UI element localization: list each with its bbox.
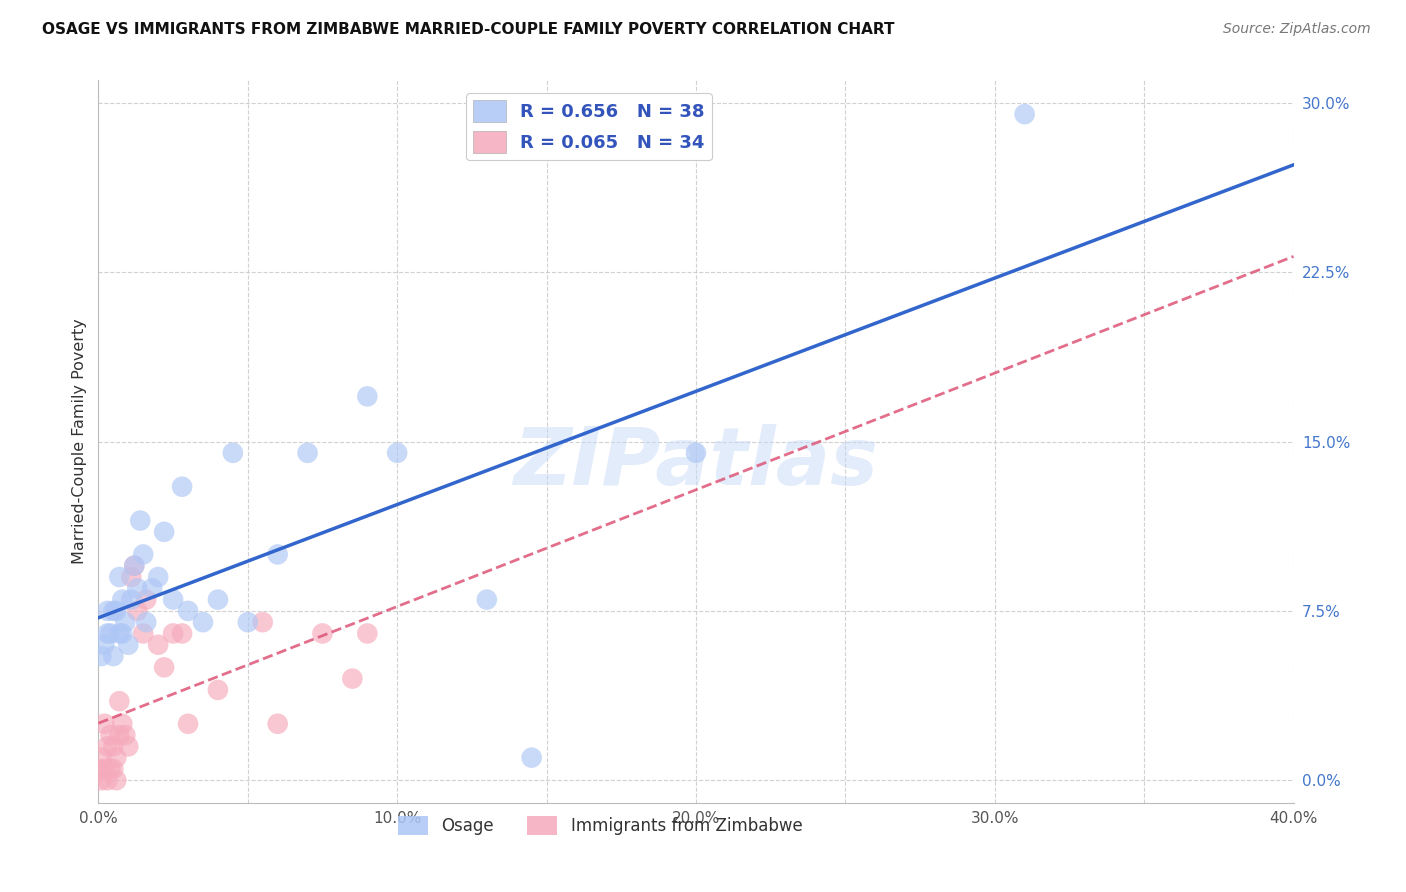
Point xyxy=(103,648,125,663)
Point xyxy=(103,604,125,618)
Point xyxy=(90,750,112,764)
Point xyxy=(177,604,200,618)
Point xyxy=(108,626,131,640)
Point xyxy=(148,638,170,652)
Point xyxy=(98,626,122,640)
Point xyxy=(108,570,131,584)
Point xyxy=(114,615,136,630)
Point xyxy=(124,558,146,573)
Point xyxy=(96,739,118,754)
Point xyxy=(135,615,157,630)
Point xyxy=(127,582,149,596)
Point xyxy=(108,728,131,742)
Point xyxy=(236,615,259,630)
Point xyxy=(685,446,707,460)
Point xyxy=(114,728,136,742)
Point xyxy=(108,694,131,708)
Point xyxy=(103,739,125,754)
Point xyxy=(93,638,115,652)
Point xyxy=(252,615,274,630)
Point xyxy=(267,548,290,562)
Legend: Osage, Immigrants from Zimbabwe: Osage, Immigrants from Zimbabwe xyxy=(391,809,810,841)
Point xyxy=(111,626,134,640)
Point xyxy=(475,592,498,607)
Point xyxy=(127,604,149,618)
Point xyxy=(96,604,118,618)
Point xyxy=(105,773,128,788)
Point xyxy=(90,773,112,788)
Point xyxy=(132,548,155,562)
Point xyxy=(520,750,543,764)
Point xyxy=(148,570,170,584)
Point xyxy=(96,626,118,640)
Point xyxy=(385,446,409,460)
Point xyxy=(120,570,142,584)
Point xyxy=(120,592,142,607)
Point xyxy=(177,716,200,731)
Point xyxy=(87,762,110,776)
Point xyxy=(132,626,155,640)
Point xyxy=(98,728,122,742)
Point xyxy=(124,558,146,573)
Text: OSAGE VS IMMIGRANTS FROM ZIMBABWE MARRIED-COUPLE FAMILY POVERTY CORRELATION CHAR: OSAGE VS IMMIGRANTS FROM ZIMBABWE MARRIE… xyxy=(42,22,894,37)
Point xyxy=(105,604,128,618)
Point xyxy=(162,592,184,607)
Point xyxy=(96,773,118,788)
Point xyxy=(153,660,176,674)
Point xyxy=(172,626,194,640)
Point xyxy=(129,514,152,528)
Point xyxy=(356,389,378,403)
Point xyxy=(111,716,134,731)
Point xyxy=(297,446,319,460)
Point xyxy=(267,716,290,731)
Point xyxy=(93,716,115,731)
Point xyxy=(356,626,378,640)
Point xyxy=(342,672,364,686)
Point xyxy=(222,446,245,460)
Point xyxy=(117,638,139,652)
Point xyxy=(191,615,214,630)
Point xyxy=(98,762,122,776)
Point xyxy=(117,739,139,754)
Point xyxy=(103,762,125,776)
Point xyxy=(207,682,229,697)
Point xyxy=(311,626,333,640)
Point xyxy=(153,524,176,539)
Text: Source: ZipAtlas.com: Source: ZipAtlas.com xyxy=(1223,22,1371,37)
Point xyxy=(93,762,115,776)
Point xyxy=(141,582,163,596)
Point xyxy=(135,592,157,607)
Point xyxy=(105,750,128,764)
Point xyxy=(1014,107,1036,121)
Text: ZIPatlas: ZIPatlas xyxy=(513,425,879,502)
Point xyxy=(172,480,194,494)
Y-axis label: Married-Couple Family Poverty: Married-Couple Family Poverty xyxy=(72,318,87,565)
Point xyxy=(207,592,229,607)
Point xyxy=(90,648,112,663)
Point xyxy=(111,592,134,607)
Point xyxy=(162,626,184,640)
